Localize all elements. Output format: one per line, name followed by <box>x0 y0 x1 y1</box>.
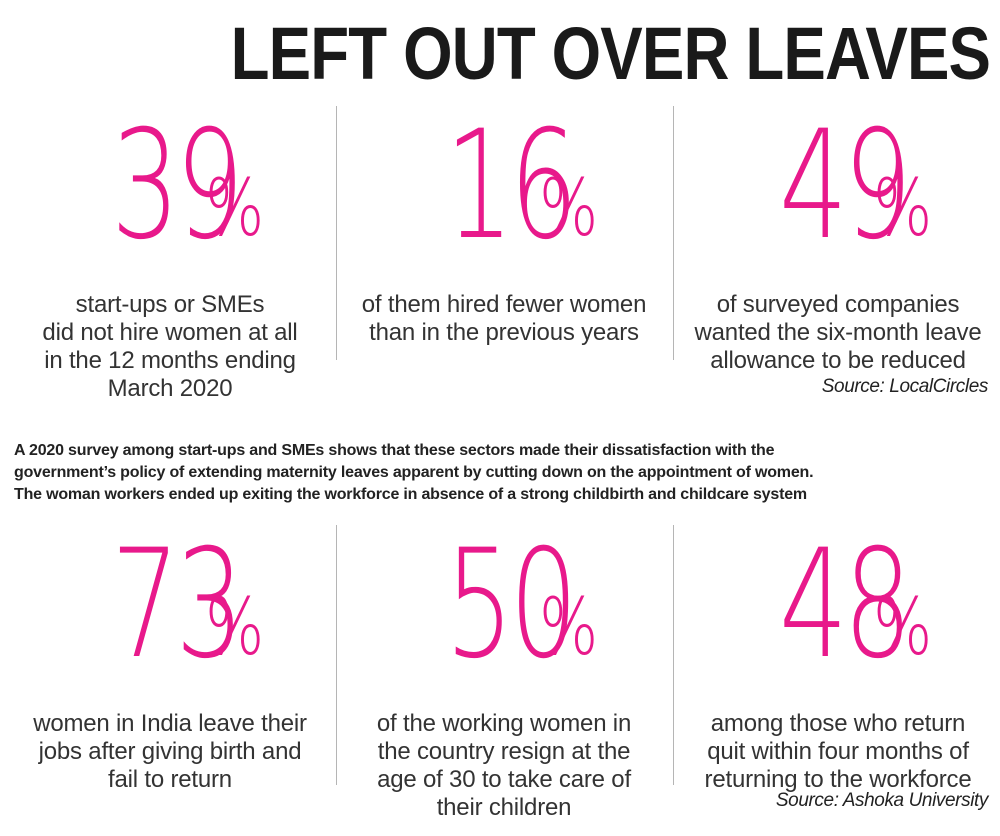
stat-figure: 16% <box>344 106 664 289</box>
stat-card: 49% of surveyed companies wanted the six… <box>680 106 996 376</box>
stat-description-line: among those who return <box>710 710 966 737</box>
stat-description-line: returning to the workforce <box>704 766 972 793</box>
column-divider <box>673 106 674 360</box>
stat-unit: % <box>205 583 265 673</box>
stat-description-line: age of 30 to take care of <box>377 766 631 793</box>
stat-description: of the working women in the country resi… <box>344 710 664 822</box>
summary-line: government’s policy of extending materni… <box>14 464 814 481</box>
stat-description-line: wanted the six-month leave <box>694 319 982 346</box>
stat-description: among those who return quit within four … <box>680 710 996 794</box>
stat-description-line: jobs after giving birth and <box>38 738 302 765</box>
stat-value: 50 <box>444 518 578 692</box>
page-title: LEFT OUT OVER LEAVES <box>230 12 990 95</box>
summary-line: The woman workers ended up exiting the w… <box>14 486 807 503</box>
stat-unit: % <box>539 583 599 673</box>
stat-description: of surveyed companies wanted the six-mon… <box>680 291 996 375</box>
stat-description-line: the country resign at the <box>377 738 631 765</box>
stat-value: 73 <box>110 518 244 692</box>
stats-row-localcircles: 39% start-ups or SMEs did not hire women… <box>0 106 1000 402</box>
stat-figure: 49% <box>680 106 996 289</box>
column-divider <box>336 106 337 360</box>
stat-unit: % <box>873 164 933 254</box>
stat-description: start-ups or SMEs did not hire women at … <box>10 291 330 403</box>
stat-card: 39% start-ups or SMEs did not hire women… <box>10 106 330 402</box>
stat-description-line: than in the previous years <box>369 319 639 346</box>
summary-line: A 2020 survey among start-ups and SMEs s… <box>14 442 775 459</box>
stat-description-line: start-ups or SMEs <box>75 291 265 318</box>
stat-description: women in India leave their jobs after gi… <box>10 710 330 794</box>
stat-description-line: in the 12 months ending <box>44 347 296 374</box>
summary-paragraph: A 2020 survey among start-ups and SMEs s… <box>14 440 989 506</box>
column-divider <box>673 525 674 785</box>
stat-description-line: of them hired fewer women <box>361 291 647 318</box>
stat-card: 73% women in India leave their jobs afte… <box>10 525 330 795</box>
source-credit: Source: Ashoka University <box>775 790 989 811</box>
stat-value: 49 <box>778 99 912 273</box>
stat-value: 48 <box>778 518 912 692</box>
stat-description-line: women in India leave their <box>33 710 307 737</box>
stat-card: 16% of them hired fewer women than in th… <box>344 106 664 376</box>
stat-description-line: fail to return <box>108 766 232 793</box>
stat-description-line: their children <box>436 794 572 821</box>
stats-row-ashoka: 73% women in India leave their jobs afte… <box>0 525 1000 821</box>
stat-unit: % <box>873 583 933 673</box>
stat-description-line: allowance to be reduced <box>710 347 966 374</box>
source-credit: Source: LocalCircles <box>821 376 989 397</box>
stat-description: of them hired fewer women than in the pr… <box>344 291 664 347</box>
stat-figure: 73% <box>10 525 330 708</box>
stat-figure: 39% <box>10 106 330 289</box>
stat-unit: % <box>539 164 599 254</box>
stat-figure: 48% <box>680 525 996 708</box>
stat-description-line: quit within four months of <box>707 738 969 765</box>
stat-figure: 50% <box>344 525 664 708</box>
stat-description-line: March 2020 <box>107 375 233 402</box>
stat-card: 50% of the working women in the country … <box>344 525 664 821</box>
stat-description-line: of the working women in <box>376 710 632 737</box>
stat-value: 39 <box>110 99 244 273</box>
stat-description-line: did not hire women at all <box>42 319 298 346</box>
column-divider <box>336 525 337 785</box>
stat-value: 16 <box>444 99 578 273</box>
stat-card: 48% among those who return quit within f… <box>680 525 996 795</box>
stat-unit: % <box>205 164 265 254</box>
stat-description-line: of surveyed companies <box>716 291 960 318</box>
